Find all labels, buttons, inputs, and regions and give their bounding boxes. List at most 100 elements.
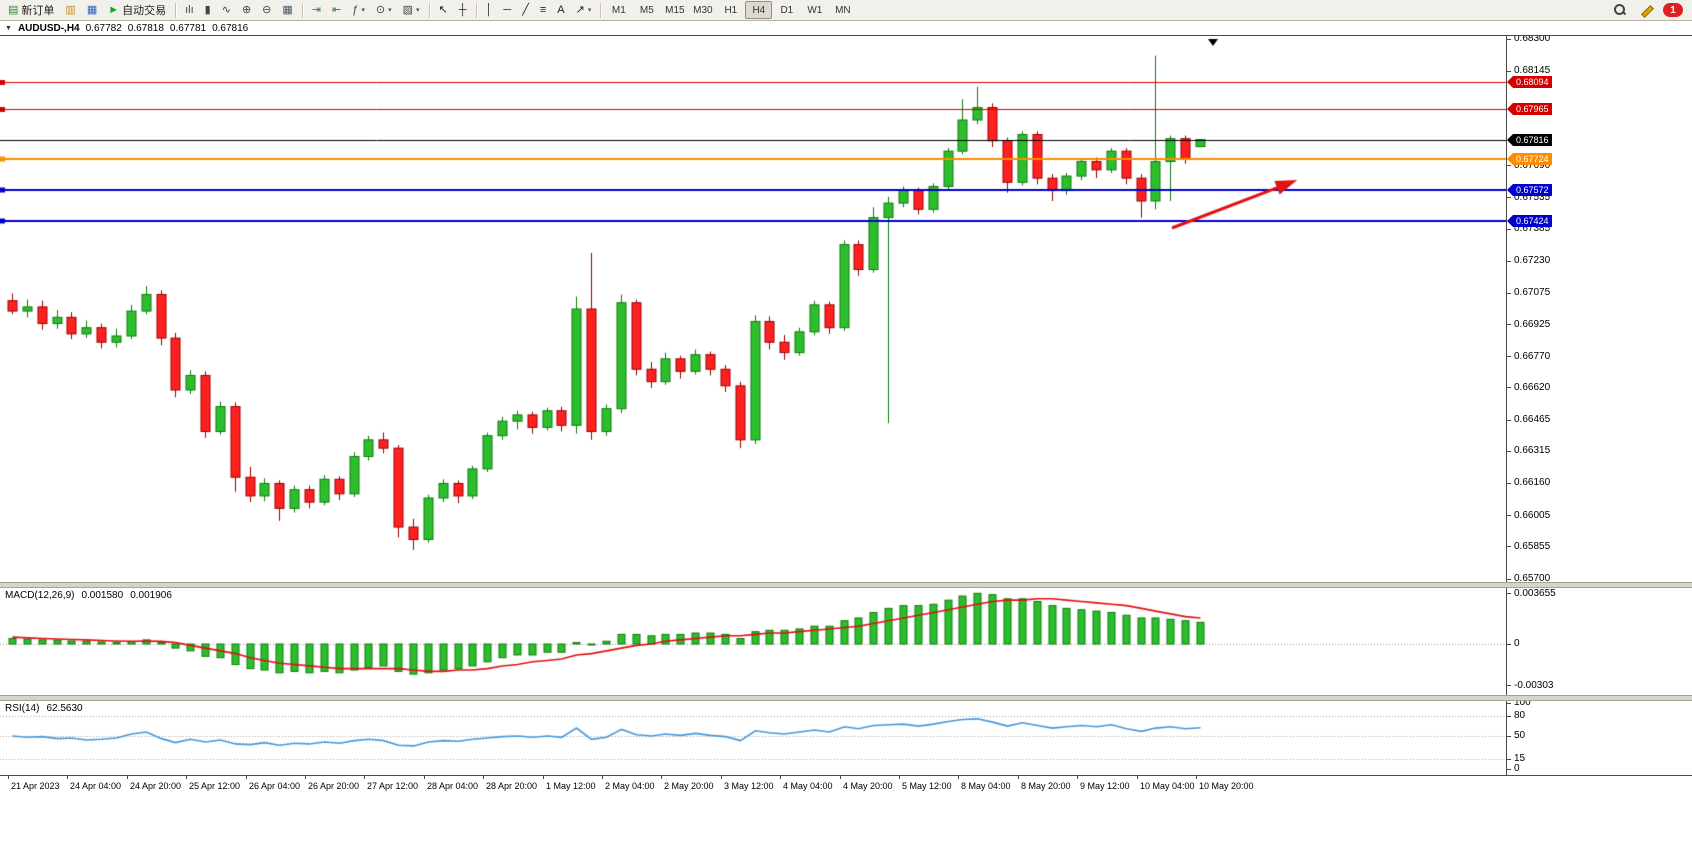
time-label: 24 Apr 04:00 xyxy=(70,781,122,791)
rsi-canvas[interactable] xyxy=(0,701,1506,775)
new-order-button-label: 新订单 xyxy=(21,5,55,17)
candlestick-chart-icon: ▮ xyxy=(204,3,211,16)
panel-separator[interactable] xyxy=(0,582,1692,588)
bar-chart-icon[interactable]: ılı xyxy=(180,1,199,19)
equidistant-channel-icon[interactable]: ≡ xyxy=(535,1,551,19)
panel-separator[interactable] xyxy=(0,695,1692,701)
time-tick-mark xyxy=(305,776,306,779)
rsi-label: RSI(14) 62.5630 xyxy=(5,703,83,714)
rsi-scale[interactable]: 100 80 50 15 0 xyxy=(1507,701,1692,775)
badge-price-text: 0.67572 xyxy=(1513,184,1552,197)
price-tick-mark xyxy=(1507,292,1511,294)
chart-menu-icon[interactable]: ▼ xyxy=(5,24,12,32)
macd-panel: MACD(12,26,9) 0.001580 0.001906 0.003655… xyxy=(0,588,1692,695)
text-label-icon[interactable]: A xyxy=(552,1,569,19)
timeframe-MN[interactable]: MN xyxy=(829,1,856,19)
timeframe-M15[interactable]: M15 xyxy=(661,1,688,19)
zoom-out-icon: ⊖ xyxy=(262,3,272,16)
rsi-tick-mark xyxy=(1507,702,1511,704)
candlestick-chart-icon[interactable]: ▮ xyxy=(200,1,216,19)
bar-chart-icon: ılı xyxy=(185,3,194,16)
macd-plot[interactable]: MACD(12,26,9) 0.001580 0.001906 xyxy=(0,588,1507,695)
crosshair-icon[interactable]: ┼ xyxy=(454,1,472,19)
time-tick-mark xyxy=(780,776,781,779)
horizontal-line-icon[interactable]: ─ xyxy=(498,1,516,19)
price-scale[interactable]: 0.68300 0.68145 0.67690 0.67535 0.67385 0.672… xyxy=(1507,36,1692,582)
rsi-tick-mark xyxy=(1507,735,1511,737)
tile-windows-icon[interactable]: ▦ xyxy=(277,1,297,19)
periods-menu-icon: ⊙ xyxy=(375,3,386,16)
zoom-in-icon[interactable]: ⊕ xyxy=(237,1,256,19)
rsi-tick-mark xyxy=(1507,758,1511,760)
time-label: 25 Apr 12:00 xyxy=(189,781,241,791)
price-tick-mark xyxy=(1507,228,1511,230)
price-tick-label: 0.68300 xyxy=(1514,36,1551,44)
time-label: 21 Apr 2023 xyxy=(11,781,60,791)
time-label: 28 Apr 04:00 xyxy=(427,781,479,791)
macd-scale[interactable]: 0.003655 0 -0.00303 xyxy=(1507,588,1692,695)
timeframe-M5[interactable]: M5 xyxy=(633,1,660,19)
timeframe-M1[interactable]: M1 xyxy=(605,1,632,19)
time-label: 5 May 12:00 xyxy=(902,781,952,791)
timeframe-H1[interactable]: H1 xyxy=(717,1,744,19)
timeframe-D1[interactable]: D1 xyxy=(773,1,800,19)
arrow-objects-icon[interactable]: ↗ ▾ xyxy=(571,1,597,19)
chart-symbol-period: AUDUSD-,H4 xyxy=(17,22,80,34)
macd-tick-label: -0.00303 xyxy=(1514,679,1554,691)
time-tick-mark xyxy=(543,776,544,779)
badge-price-text: 0.67424 xyxy=(1513,214,1552,227)
compose-button[interactable] xyxy=(1636,1,1658,19)
macd-canvas[interactable] xyxy=(0,588,1506,695)
rsi-tick-label: 50 xyxy=(1514,730,1526,741)
price-tick-label: 0.68145 xyxy=(1514,65,1551,77)
data-window-icon[interactable]: ▦ xyxy=(82,1,102,19)
zoom-out-icon[interactable]: ⊖ xyxy=(257,1,276,19)
price-tick-label: 0.66620 xyxy=(1514,381,1551,393)
timeframe-H4[interactable]: H4 xyxy=(745,1,773,19)
time-axis[interactable]: 21 Apr 2023 24 Apr 04:00 24 Apr 20:00 25 Ap… xyxy=(0,775,1692,798)
ohlc-open: 0.67782 xyxy=(85,22,122,34)
templates-icon[interactable]: ▨ ▾ xyxy=(398,1,425,19)
time-tick-mark xyxy=(899,776,900,779)
time-tick-mark xyxy=(840,776,841,779)
toolbar-right: 1 xyxy=(1609,1,1689,19)
price-tick-mark xyxy=(1507,356,1511,358)
cursor-icon: ↖ xyxy=(438,3,448,16)
rsi-value: 62.5630 xyxy=(46,703,83,714)
timeframe-M30[interactable]: M30 xyxy=(689,1,716,19)
timeframe-W1[interactable]: W1 xyxy=(801,1,828,19)
price-tick-label: 0.66315 xyxy=(1514,445,1551,457)
time-label: 1 May 12:00 xyxy=(546,781,596,791)
time-tick-mark xyxy=(1196,776,1197,779)
market-watch-icon[interactable]: ▥ xyxy=(60,1,80,19)
macd-tick-mark xyxy=(1507,643,1511,645)
dropdown-caret-icon: ▾ xyxy=(361,7,365,14)
time-label: 2 May 04:00 xyxy=(605,781,655,791)
price-tick-mark xyxy=(1507,70,1511,72)
price-tick-label: 0.67230 xyxy=(1514,255,1551,267)
ohlc-close: 0.67816 xyxy=(212,22,249,34)
rsi-plot[interactable]: RSI(14) 62.5630 xyxy=(0,701,1507,775)
price-chart-canvas[interactable] xyxy=(0,36,1506,582)
price-tick-mark xyxy=(1507,546,1511,548)
indicators-icon[interactable]: ƒ ▾ xyxy=(347,1,370,19)
cursor-icon[interactable]: ↖ xyxy=(434,1,453,19)
chart-shift-icon[interactable]: ⇤ xyxy=(327,1,346,19)
price-plot[interactable] xyxy=(0,36,1507,582)
new-order-button[interactable]: ▤ 新订单 xyxy=(3,1,59,19)
periods-menu-icon[interactable]: ⊙ ▾ xyxy=(371,1,397,19)
trendline-icon[interactable]: ╱ xyxy=(517,1,534,19)
price-tick-mark xyxy=(1507,482,1511,484)
vertical-line-icon[interactable]: │ xyxy=(481,1,498,19)
templates-icon: ▨ xyxy=(402,3,414,16)
toolbar-separator xyxy=(301,2,303,18)
line-chart-icon[interactable]: ∿ xyxy=(217,1,236,19)
auto-scroll-icon[interactable]: ⇥ xyxy=(307,1,326,19)
rsi-tick-label: 100 xyxy=(1514,701,1531,708)
rsi-name: RSI(14) xyxy=(5,703,40,714)
time-tick-mark xyxy=(246,776,247,779)
macd-tick-mark xyxy=(1507,593,1511,595)
autotrading-button[interactable]: ► 自动交易 xyxy=(103,1,171,19)
notifications-badge[interactable]: 1 xyxy=(1663,3,1683,17)
search-button[interactable] xyxy=(1609,1,1631,19)
